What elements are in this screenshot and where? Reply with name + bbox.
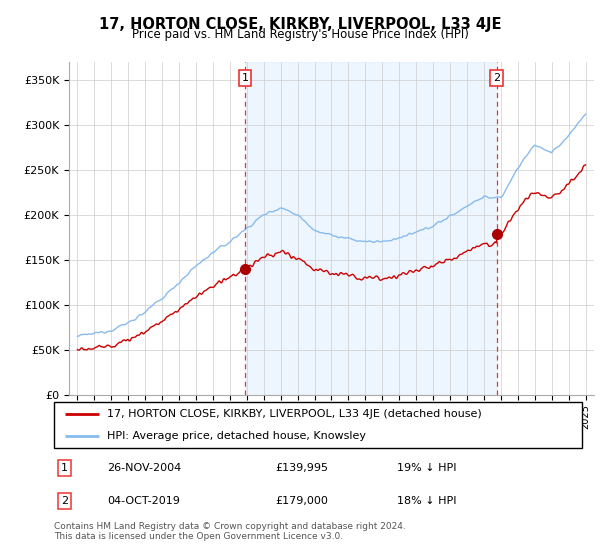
Text: 1: 1 [61,463,68,473]
Text: 18% ↓ HPI: 18% ↓ HPI [397,496,457,506]
Text: Price paid vs. HM Land Registry's House Price Index (HPI): Price paid vs. HM Land Registry's House … [131,28,469,41]
Text: 17, HORTON CLOSE, KIRKBY, LIVERPOOL, L33 4JE (detached house): 17, HORTON CLOSE, KIRKBY, LIVERPOOL, L33… [107,409,482,419]
Text: 2: 2 [493,73,500,83]
Text: 26-NOV-2004: 26-NOV-2004 [107,463,181,473]
Text: 1: 1 [242,73,248,83]
Bar [245,62,497,395]
Text: £139,995: £139,995 [276,463,329,473]
Text: 2: 2 [61,496,68,506]
Text: 17, HORTON CLOSE, KIRKBY, LIVERPOOL, L33 4JE: 17, HORTON CLOSE, KIRKBY, LIVERPOOL, L33… [99,17,501,32]
Text: Contains HM Land Registry data © Crown copyright and database right 2024.
This d: Contains HM Land Registry data © Crown c… [54,522,406,542]
Text: 04-OCT-2019: 04-OCT-2019 [107,496,179,506]
Text: HPI: Average price, detached house, Knowsley: HPI: Average price, detached house, Know… [107,431,366,441]
FancyBboxPatch shape [54,402,582,448]
Text: 19% ↓ HPI: 19% ↓ HPI [397,463,457,473]
Text: £179,000: £179,000 [276,496,329,506]
